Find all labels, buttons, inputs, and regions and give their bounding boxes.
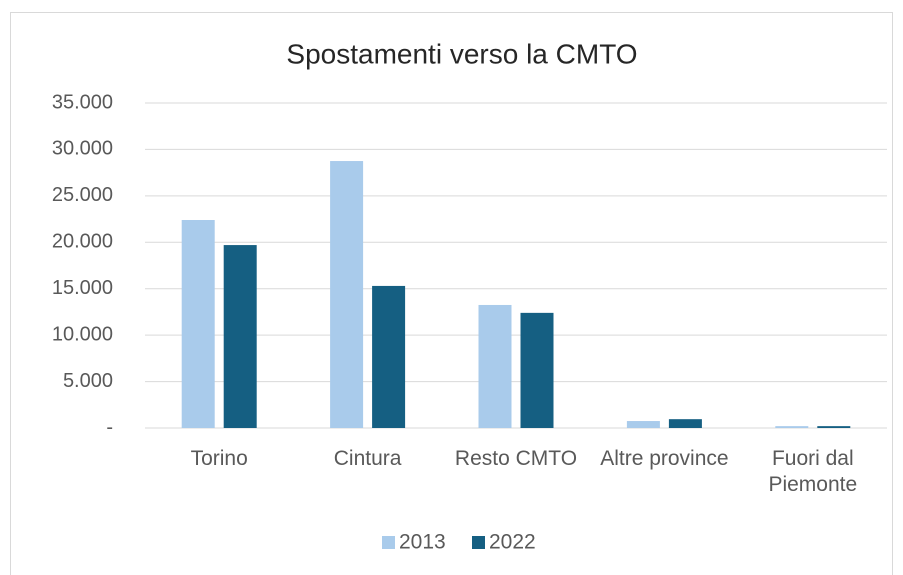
x-tick-label: Cintura (333, 447, 402, 470)
chart-frame (10, 12, 893, 575)
bar (626, 421, 660, 428)
bar (775, 426, 809, 428)
bar (330, 161, 364, 429)
x-tick-label: Torino (190, 447, 248, 470)
bar (372, 285, 406, 428)
y-tick-label: 15.000 (52, 277, 113, 299)
bar (668, 419, 702, 428)
legend-swatch (382, 536, 395, 549)
bar (520, 312, 554, 428)
bar (181, 220, 215, 428)
y-tick-label: 20.000 (52, 231, 113, 253)
legend-swatch (472, 536, 485, 549)
x-tick-label: Resto CMTO (454, 447, 578, 470)
legend-label: 2013 (399, 531, 446, 554)
bar (478, 304, 512, 428)
x-tick-label: Fuori dal Piemonte (768, 447, 858, 496)
y-tick-label: 30.000 (52, 138, 113, 160)
y-tick-label: 10.000 (52, 323, 113, 345)
y-tick-label: 5.000 (63, 370, 113, 392)
y-tick-label: 25.000 (52, 184, 113, 206)
chart-title: Spostamenti verso la CMTO (286, 38, 637, 69)
y-tick-label: 35.000 (52, 91, 113, 113)
y-tick-label: - (106, 416, 113, 438)
bar (223, 245, 257, 428)
legend-label: 2022 (489, 531, 536, 554)
bar (817, 426, 851, 428)
x-tick-label: Altre province (600, 447, 729, 470)
